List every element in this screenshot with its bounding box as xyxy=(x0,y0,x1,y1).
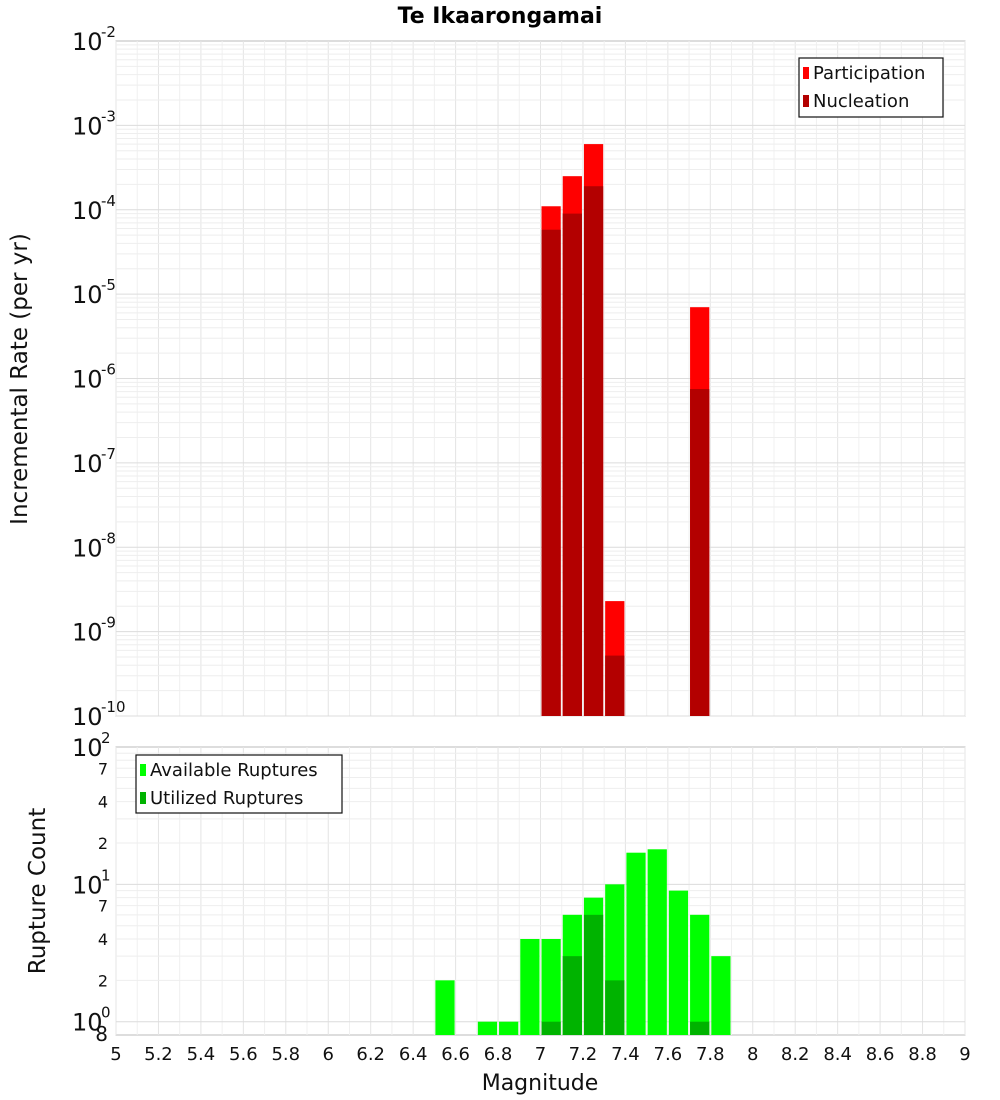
x-tick-label: 7.8 xyxy=(696,1044,725,1065)
x-tick-label: 6.4 xyxy=(399,1044,428,1065)
nucleation-legend-swatch xyxy=(803,95,809,107)
nucleation-bar xyxy=(605,655,625,716)
y-tick-label: 10 xyxy=(72,28,103,56)
x-tick-labels: 5 5.2 5.4 5.6 5.8 6 6.2 6.4 6.6 6.8 7 7.2 7.4 7.6 7.8 8… xyxy=(110,1044,970,1065)
y-tick-label: 10 xyxy=(72,619,103,647)
y-tick-exponent: -10 xyxy=(101,698,126,716)
participation-legend-label: Participation xyxy=(813,63,925,84)
available-ruptures-bar xyxy=(668,890,689,1035)
bottom-gridlines xyxy=(115,747,966,1035)
available-ruptures-bar xyxy=(647,849,667,1035)
y-tick-label: 4 xyxy=(98,930,108,949)
y-tick-exponent: -9 xyxy=(101,614,116,632)
y-tick-label: 10 xyxy=(72,197,103,225)
available-ruptures-bar xyxy=(477,1021,498,1035)
y-tick-exponent: -7 xyxy=(101,445,116,463)
top-bars xyxy=(541,144,710,717)
utilized-ruptures-legend-label: Utilized Ruptures xyxy=(150,788,303,809)
bottom-y-axis-label: Rupture Count xyxy=(25,808,51,974)
x-tick-label: 6.6 xyxy=(441,1044,470,1065)
available-ruptures-bar xyxy=(626,852,646,1035)
available-ruptures-bar xyxy=(711,956,731,1035)
y-tick-exponent: -6 xyxy=(101,361,116,379)
x-tick-label: 5.6 xyxy=(229,1044,258,1065)
top-legend: Participation Nucleation xyxy=(798,57,944,118)
utilized-ruptures-bar xyxy=(605,980,625,1035)
x-tick-label: 6.2 xyxy=(356,1044,385,1065)
available-ruptures-legend-label: Available Ruptures xyxy=(150,760,318,781)
x-tick-label: 9 xyxy=(959,1044,970,1065)
y-tick-label: 7 xyxy=(98,759,108,778)
y-tick-exponent: 0 xyxy=(101,1004,111,1022)
x-tick-label: 8 xyxy=(747,1044,758,1065)
top-legend-box xyxy=(798,57,944,118)
x-axis-label: Magnitude xyxy=(482,1071,599,1096)
nucleation-bar xyxy=(541,229,561,717)
y-tick-exponent: -8 xyxy=(101,529,116,547)
y-tick-label: 2 xyxy=(98,971,108,990)
bottom-y-floor-label: 8 xyxy=(95,1022,108,1046)
y-tick-exponent: 2 xyxy=(101,729,111,747)
nucleation-legend-label: Nucleation xyxy=(813,91,909,112)
available-ruptures-legend-swatch xyxy=(140,764,146,776)
utilized-ruptures-bar xyxy=(541,1021,561,1035)
x-tick-label: 7.6 xyxy=(654,1044,683,1065)
y-tick-label: 10 xyxy=(72,366,103,394)
utilized-ruptures-bar xyxy=(583,914,604,1035)
x-tick-label: 6.8 xyxy=(484,1044,513,1065)
x-tick-label: 8.4 xyxy=(823,1044,852,1065)
utilized-ruptures-bar xyxy=(562,956,582,1035)
y-tick-label: 2 xyxy=(98,834,108,853)
bottom-bars xyxy=(435,849,731,1035)
nucleation-bar xyxy=(690,389,710,716)
x-tick-label: 7.2 xyxy=(569,1044,598,1065)
x-tick-label: 5.8 xyxy=(271,1044,300,1065)
utilized-ruptures-bar xyxy=(690,1021,710,1035)
x-tick-label: 8.2 xyxy=(781,1044,810,1065)
x-tick-label: 8.6 xyxy=(866,1044,895,1065)
y-tick-label: 10 xyxy=(72,450,103,478)
y-tick-exponent: -5 xyxy=(101,276,116,294)
chart-title: Te Ikaarongamai xyxy=(398,4,603,29)
y-tick-label: 7 xyxy=(98,897,108,916)
top-y-axis-label: Incremental Rate (per yr) xyxy=(7,233,33,525)
y-tick-label: 10 xyxy=(72,1009,103,1037)
utilized-ruptures-legend-swatch xyxy=(140,792,146,804)
y-tick-label: 10 xyxy=(72,534,103,562)
available-ruptures-bar xyxy=(520,939,540,1035)
top-gridlines xyxy=(115,41,966,717)
nucleation-bar xyxy=(583,186,604,716)
x-tick-label: 6 xyxy=(323,1044,334,1065)
x-tick-label: 5.4 xyxy=(187,1044,216,1065)
y-tick-exponent: 1 xyxy=(101,866,111,884)
y-tick-exponent: -3 xyxy=(101,107,116,125)
y-tick-label: 10 xyxy=(72,112,103,140)
x-tick-label: 7 xyxy=(535,1044,546,1065)
y-tick-exponent: -4 xyxy=(101,192,116,210)
x-tick-label: 5.2 xyxy=(144,1044,173,1065)
y-tick-exponent: -2 xyxy=(101,23,116,41)
x-tick-label: 5 xyxy=(110,1044,121,1065)
x-tick-label: 8.8 xyxy=(908,1044,937,1065)
available-ruptures-bar xyxy=(690,914,710,1035)
available-ruptures-bar xyxy=(499,1021,519,1035)
nucleation-bar xyxy=(562,213,582,717)
x-tick-label: 7.4 xyxy=(611,1044,640,1065)
available-ruptures-bar xyxy=(541,939,561,1035)
y-tick-label: 10 xyxy=(72,281,103,309)
y-tick-label: 10 xyxy=(72,703,103,731)
y-tick-label: 4 xyxy=(98,793,108,812)
participation-legend-swatch xyxy=(803,67,809,79)
bottom-legend-box xyxy=(135,754,343,814)
y-tick-label: 10 xyxy=(72,734,103,762)
bottom-legend: Available Ruptures Utilized Ruptures xyxy=(135,754,343,814)
available-ruptures-bar xyxy=(435,980,455,1035)
y-tick-label: 10 xyxy=(72,871,103,899)
